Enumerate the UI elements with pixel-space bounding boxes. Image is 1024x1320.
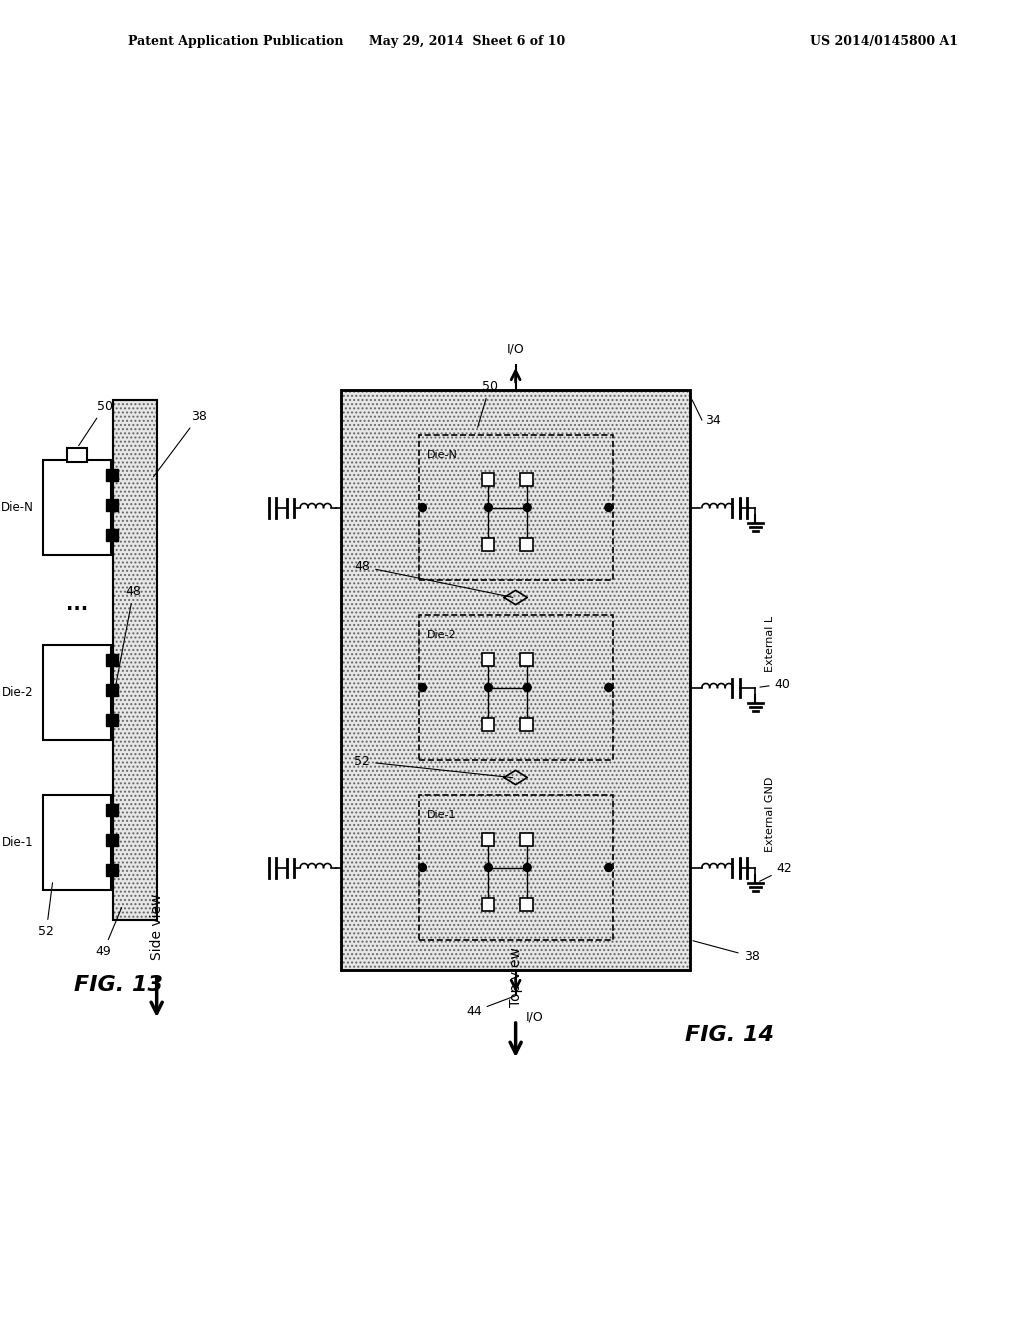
Bar bbox=[106, 834, 118, 846]
Bar bbox=[341, 389, 690, 970]
Bar bbox=[520, 898, 534, 911]
Text: Die-2: Die-2 bbox=[2, 686, 34, 700]
Text: May 29, 2014  Sheet 6 of 10: May 29, 2014 Sheet 6 of 10 bbox=[369, 36, 565, 48]
Circle shape bbox=[523, 503, 531, 511]
Bar bbox=[106, 499, 118, 511]
Circle shape bbox=[484, 684, 493, 692]
Circle shape bbox=[419, 503, 426, 511]
Circle shape bbox=[523, 684, 531, 692]
Text: Die-N: Die-N bbox=[426, 450, 458, 459]
Text: FIG. 13: FIG. 13 bbox=[74, 975, 163, 995]
Text: 42: 42 bbox=[760, 862, 793, 882]
Text: 40: 40 bbox=[760, 677, 791, 690]
Bar bbox=[106, 469, 118, 480]
Text: Top view: Top view bbox=[509, 948, 522, 1007]
Circle shape bbox=[419, 684, 426, 692]
Bar bbox=[43, 795, 111, 890]
Text: 34: 34 bbox=[705, 413, 721, 426]
Bar bbox=[481, 539, 495, 550]
Text: I/O: I/O bbox=[507, 342, 524, 355]
Text: 38: 38 bbox=[154, 411, 207, 477]
Text: Die-1: Die-1 bbox=[426, 810, 456, 820]
Bar bbox=[43, 459, 111, 554]
Text: Die-2: Die-2 bbox=[426, 630, 456, 640]
Text: I/O: I/O bbox=[525, 1010, 543, 1023]
Bar bbox=[520, 473, 534, 486]
Bar bbox=[520, 653, 534, 665]
Bar bbox=[481, 833, 495, 846]
Bar bbox=[43, 645, 111, 741]
Bar bbox=[106, 684, 118, 696]
Text: 52: 52 bbox=[354, 755, 513, 777]
Bar bbox=[106, 714, 118, 726]
Bar bbox=[481, 473, 495, 486]
Circle shape bbox=[605, 863, 612, 871]
Text: 48: 48 bbox=[354, 560, 513, 598]
Bar bbox=[113, 400, 157, 920]
Bar bbox=[106, 653, 118, 667]
Text: 52: 52 bbox=[38, 883, 54, 939]
Bar bbox=[106, 804, 118, 816]
Text: 49: 49 bbox=[95, 908, 122, 958]
Text: 50: 50 bbox=[79, 400, 113, 446]
Text: External L: External L bbox=[765, 616, 775, 672]
Circle shape bbox=[419, 863, 426, 871]
Circle shape bbox=[523, 863, 531, 871]
Circle shape bbox=[605, 684, 612, 692]
Bar bbox=[481, 718, 495, 731]
Bar bbox=[481, 898, 495, 911]
Bar bbox=[481, 653, 495, 665]
Text: External GND: External GND bbox=[765, 777, 775, 853]
Text: Side view: Side view bbox=[150, 894, 164, 960]
Circle shape bbox=[605, 503, 612, 511]
Bar bbox=[419, 436, 612, 579]
Text: Die-N: Die-N bbox=[1, 502, 34, 513]
Circle shape bbox=[484, 503, 493, 511]
Text: 38: 38 bbox=[693, 941, 760, 964]
Bar bbox=[113, 400, 157, 920]
Bar bbox=[419, 795, 612, 940]
Text: ...: ... bbox=[67, 595, 88, 615]
Text: Die-1: Die-1 bbox=[2, 836, 34, 849]
Text: Patent Application Publication: Patent Application Publication bbox=[128, 36, 343, 48]
Bar bbox=[106, 865, 118, 876]
Text: 48: 48 bbox=[112, 585, 141, 708]
Bar bbox=[68, 447, 87, 462]
Bar bbox=[520, 539, 534, 550]
Circle shape bbox=[484, 863, 493, 871]
Bar bbox=[106, 529, 118, 541]
Bar bbox=[419, 615, 612, 760]
Text: 50: 50 bbox=[477, 380, 498, 428]
Bar bbox=[341, 389, 690, 970]
Text: US 2014/0145800 A1: US 2014/0145800 A1 bbox=[810, 36, 958, 48]
Bar bbox=[520, 718, 534, 731]
Text: FIG. 14: FIG. 14 bbox=[685, 1026, 773, 1045]
Bar bbox=[520, 833, 534, 846]
Text: 44: 44 bbox=[466, 997, 515, 1018]
